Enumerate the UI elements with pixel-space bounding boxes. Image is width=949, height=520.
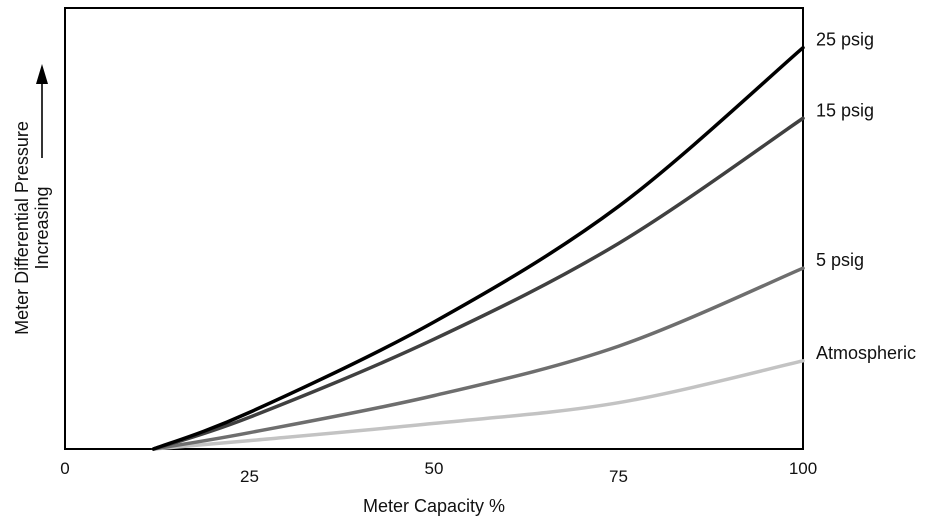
x-axis-title: Meter Capacity %	[363, 496, 505, 516]
series-label-25-psig: 25 psig	[816, 30, 874, 50]
series-labels: Atmospheric 5 psig 15 psig 25 psig	[816, 30, 916, 363]
series-line-5-psig	[151, 266, 805, 451]
y-axis-title-line1: Meter Differential Pressure	[12, 121, 32, 335]
x-tick-label-25: 25	[240, 467, 259, 486]
y-axis-arrow	[36, 64, 48, 158]
y-axis-arrow-head	[36, 64, 48, 84]
series-line-15-psig	[151, 116, 805, 451]
y-axis-title: Meter Differential Pressure Increasing	[12, 121, 52, 335]
series-label-atmospheric: Atmospheric	[816, 343, 916, 363]
plot-area-frame	[64, 7, 804, 450]
x-tick-label-50: 50	[425, 459, 444, 478]
series-line-25-psig	[151, 45, 805, 451]
x-tick-label-0: 0	[60, 459, 69, 478]
x-tick-label-75: 75	[609, 467, 628, 486]
series-layer	[151, 45, 805, 451]
y-axis-title-line2: Increasing	[32, 186, 52, 269]
series-label-5-psig: 5 psig	[816, 250, 864, 270]
series-label-15-psig: 15 psig	[816, 100, 874, 120]
series-line-atmospheric	[151, 359, 805, 451]
x-tick-labels: 0 25 50 75 100	[60, 459, 817, 486]
x-tick-label-100: 100	[789, 459, 817, 478]
